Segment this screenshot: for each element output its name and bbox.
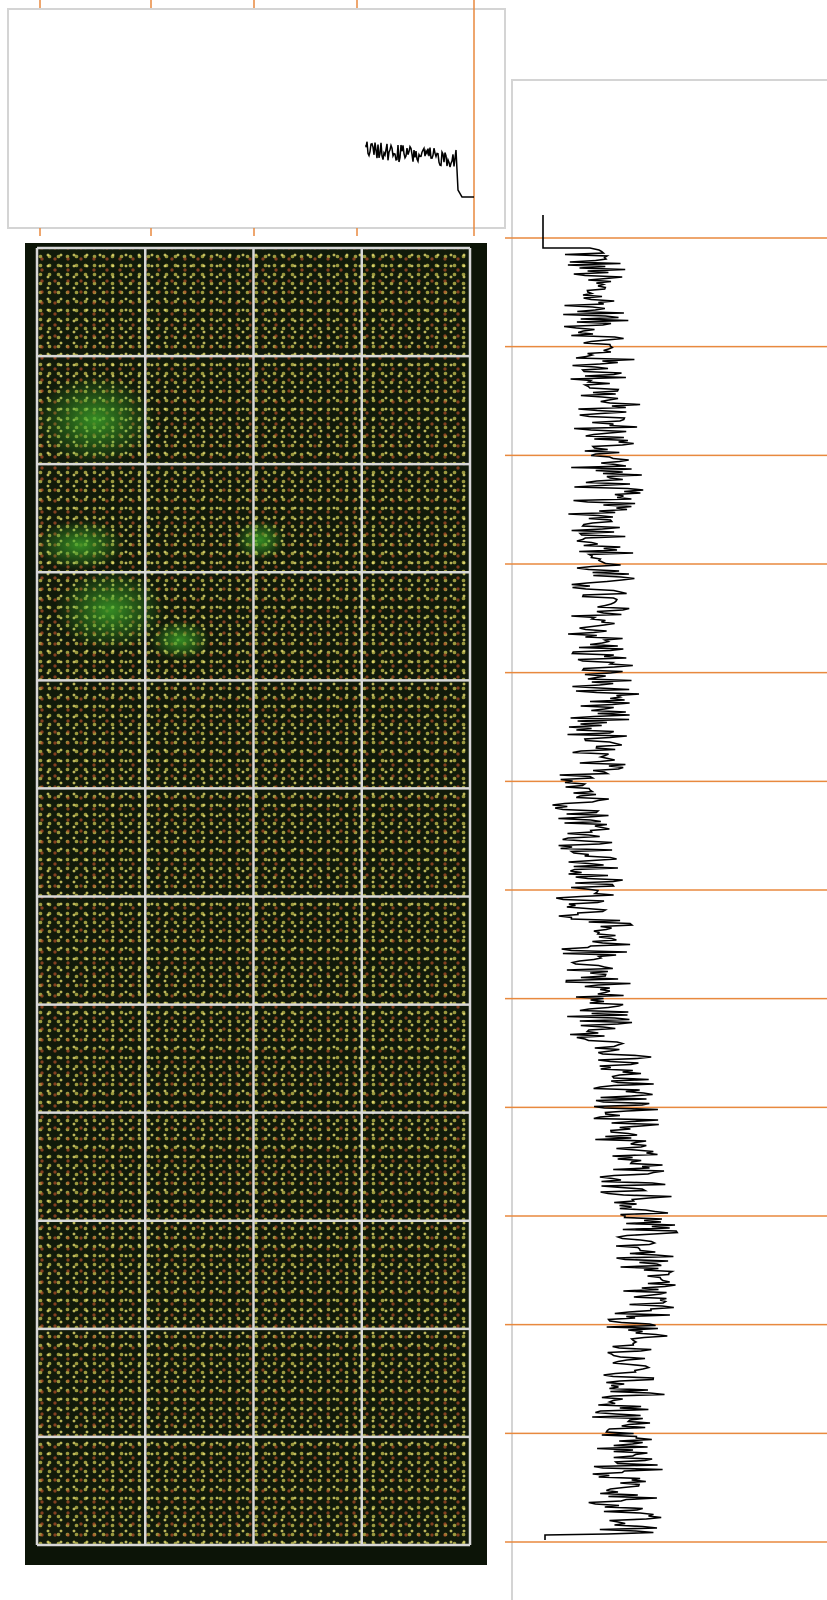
page: (() => { const data = JSON.parse(documen… bbox=[0, 0, 827, 1600]
figure bbox=[0, 0, 827, 1600]
side-panel bbox=[512, 80, 827, 1600]
top-panel bbox=[8, 9, 505, 228]
